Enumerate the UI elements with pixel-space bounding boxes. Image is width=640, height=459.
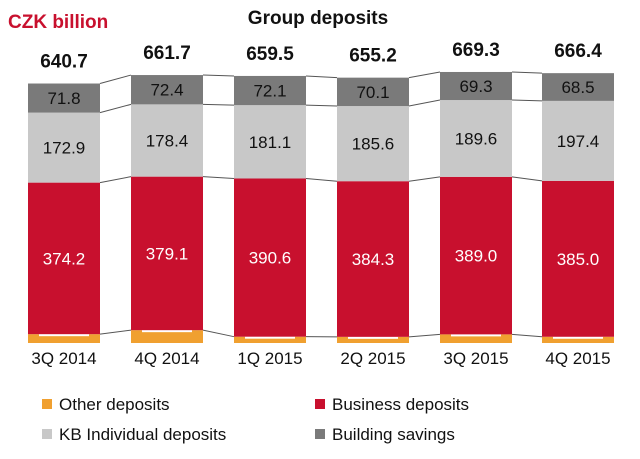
bar-segment-kb-individual-deposits bbox=[440, 100, 512, 177]
connector-line bbox=[305, 104, 338, 107]
data-label-kb-individual-deposits: 181.1 bbox=[249, 133, 292, 152]
bar-segment-business-deposits bbox=[234, 178, 306, 337]
data-label-business-deposits: 385.0 bbox=[557, 250, 600, 269]
data-label-business-deposits: 390.6 bbox=[249, 249, 292, 268]
bar-segment-kb-individual-deposits bbox=[337, 106, 409, 182]
data-label-kb-individual-deposits: 189.6 bbox=[455, 129, 498, 148]
bar-segment-business-deposits bbox=[542, 180, 614, 337]
bar-segment-other-deposits bbox=[28, 334, 100, 343]
legend-swatch bbox=[42, 399, 52, 409]
bar-segment-business-deposits bbox=[131, 176, 203, 331]
connector-line bbox=[511, 99, 543, 102]
legend-item-other-deposits: Other deposits bbox=[42, 395, 170, 414]
bar-segment-kb-individual-deposits bbox=[234, 105, 306, 179]
bar-segment-building-savings bbox=[234, 75, 306, 106]
data-label-building-savings: 68.5 bbox=[561, 78, 594, 97]
connector-line bbox=[99, 176, 132, 184]
connector-line bbox=[202, 329, 235, 338]
connector-line bbox=[408, 71, 441, 79]
legend-item-building-savings: Building savings bbox=[315, 425, 455, 444]
bar-segment-business-deposits bbox=[337, 181, 409, 337]
bar-segment-building-savings bbox=[28, 83, 100, 113]
bar-segment-other-deposits bbox=[440, 334, 512, 343]
data-label-building-savings: 72.4 bbox=[150, 81, 183, 100]
connector-line bbox=[511, 333, 543, 338]
connector-line bbox=[511, 176, 543, 182]
connector-line bbox=[305, 177, 338, 182]
bar-segment-other-deposits bbox=[542, 336, 614, 343]
data-label-building-savings: 70.1 bbox=[356, 83, 389, 102]
legend-swatch bbox=[42, 429, 52, 439]
connector-line bbox=[202, 103, 235, 106]
bar-segment-building-savings bbox=[337, 77, 409, 107]
x-tick-label: 1Q 2015 bbox=[237, 349, 302, 368]
bar-segment-business-deposits bbox=[440, 176, 512, 335]
x-tick-label: 2Q 2015 bbox=[340, 349, 405, 368]
unit-label: CZK billion bbox=[8, 12, 108, 33]
connector-line bbox=[99, 103, 132, 114]
data-label-kb-individual-deposits: 172.9 bbox=[43, 139, 86, 158]
connector-line bbox=[99, 329, 132, 335]
bar-segment-other-deposits bbox=[131, 330, 203, 343]
bar-segment-building-savings bbox=[131, 75, 203, 105]
data-label-building-savings: 69.3 bbox=[459, 77, 492, 96]
legend-swatch bbox=[315, 399, 325, 409]
total-label: 659.5 bbox=[246, 44, 294, 65]
legend-swatch bbox=[315, 429, 325, 439]
data-label-kb-individual-deposits: 197.4 bbox=[557, 132, 600, 151]
x-tick-label: 4Q 2014 bbox=[134, 349, 199, 368]
data-label-kb-individual-deposits: 185.6 bbox=[352, 135, 395, 154]
chart-title: Group deposits bbox=[248, 8, 388, 29]
x-tick-label: 3Q 2015 bbox=[443, 349, 508, 368]
data-label-building-savings: 71.8 bbox=[47, 89, 80, 108]
bar-segment-kb-individual-deposits bbox=[542, 100, 614, 181]
bar-segment-business-deposits bbox=[28, 182, 100, 335]
legend-label: Other deposits bbox=[59, 395, 170, 414]
data-label-kb-individual-deposits: 178.4 bbox=[146, 132, 189, 151]
data-label-business-deposits: 379.1 bbox=[146, 244, 189, 263]
legend: Other deposits Business deposits KB Indivi… bbox=[42, 395, 469, 444]
legend-item-kb-individual-deposits: KB Individual deposits bbox=[42, 425, 226, 444]
total-label: 640.7 bbox=[40, 52, 88, 73]
total-label: 661.7 bbox=[143, 43, 191, 64]
connector-line bbox=[408, 176, 441, 182]
legend-label: Building savings bbox=[332, 425, 455, 444]
bar-segment-kb-individual-deposits bbox=[131, 104, 203, 177]
legend-label: Business deposits bbox=[332, 395, 469, 414]
x-tick-label: 3Q 2014 bbox=[31, 349, 96, 368]
bar-segment-building-savings bbox=[542, 73, 614, 101]
connector-line bbox=[408, 99, 441, 107]
connector-line bbox=[305, 75, 338, 79]
data-label-business-deposits: 389.0 bbox=[455, 247, 498, 266]
connector-line bbox=[202, 74, 235, 77]
connector-line bbox=[408, 333, 441, 338]
connector-line bbox=[99, 74, 132, 84]
bar-segment-kb-individual-deposits bbox=[28, 112, 100, 183]
data-label-business-deposits: 384.3 bbox=[352, 250, 395, 269]
legend-item-business-deposits: Business deposits bbox=[315, 395, 469, 414]
connector-line bbox=[202, 176, 235, 179]
data-label-business-deposits: 374.2 bbox=[43, 249, 86, 268]
data-label-building-savings: 72.1 bbox=[253, 82, 286, 101]
bar-segment-other-deposits bbox=[234, 336, 306, 343]
x-tick-label: 4Q 2015 bbox=[545, 349, 610, 368]
bar-segment-building-savings bbox=[440, 71, 512, 101]
total-label: 666.4 bbox=[554, 41, 602, 62]
total-label: 669.3 bbox=[452, 40, 500, 61]
legend-label: KB Individual deposits bbox=[59, 425, 226, 444]
total-label: 655.2 bbox=[349, 46, 397, 67]
connector-line bbox=[511, 71, 543, 74]
bar-segment-other-deposits bbox=[337, 336, 409, 343]
